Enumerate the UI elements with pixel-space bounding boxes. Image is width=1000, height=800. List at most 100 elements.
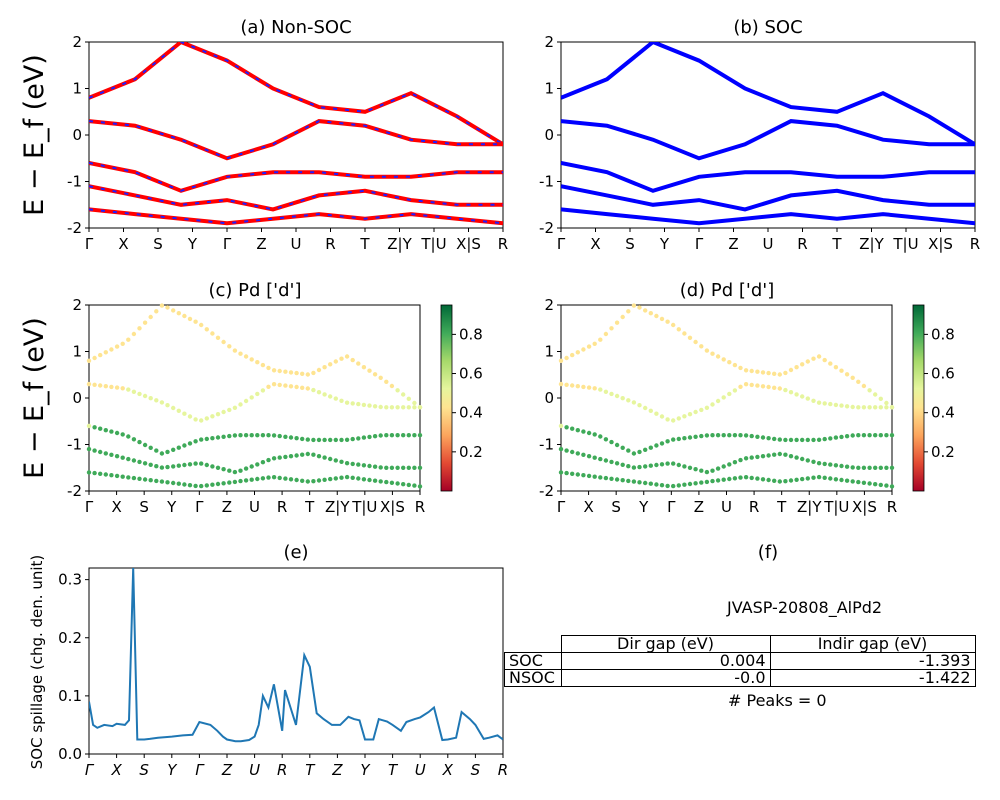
panel-c-xtick-label: T: [304, 498, 315, 516]
projected-point: [704, 348, 710, 353]
projected-point: [648, 445, 653, 450]
projected-point: [339, 356, 344, 361]
projected-point: [204, 416, 209, 421]
projected-point: [816, 400, 822, 405]
projected-point: [878, 465, 883, 470]
projected-point: [581, 473, 586, 478]
projected-point: [783, 479, 788, 484]
projected-point: [389, 405, 395, 410]
projected-point: [339, 437, 344, 443]
projected-point: [570, 426, 575, 431]
projected-point: [98, 449, 103, 455]
projected-point: [114, 430, 120, 436]
panel-d-xtick-label: R: [887, 498, 897, 516]
projected-point: [109, 429, 114, 434]
panel-a-xtick-label: Z: [256, 235, 266, 253]
projected-point: [305, 451, 310, 457]
projected-point: [344, 354, 350, 359]
projected-point: [856, 379, 861, 384]
colorbar-tick-label: 0.8: [931, 325, 955, 343]
projected-point: [699, 468, 704, 473]
projected-point: [844, 372, 850, 377]
band-ylabel-top: E − E_f (eV): [19, 54, 50, 216]
projected-point: [232, 433, 238, 438]
projected-point: [738, 457, 743, 463]
projected-point: [626, 478, 631, 484]
panel-d-xtick-label: R: [749, 498, 759, 516]
projected-point: [715, 478, 721, 483]
projected-point: [283, 476, 288, 481]
projected-point: [788, 478, 794, 483]
projected-point: [344, 437, 350, 442]
panel-d-xtick-label: S: [611, 498, 621, 516]
nonsoc-band-dash: [89, 120, 503, 160]
projected-point: [92, 355, 97, 361]
projected-point: [884, 405, 889, 410]
projected-point: [603, 389, 609, 394]
projected-point: [389, 433, 395, 438]
projected-point: [86, 470, 92, 475]
projected-point: [743, 382, 749, 387]
projected-point: [109, 452, 114, 457]
axes-a: [88, 41, 504, 229]
projected-point: [328, 456, 333, 462]
projected-point: [710, 351, 715, 356]
projected-point: [693, 467, 698, 472]
projected-point: [176, 311, 181, 316]
projected-point: [232, 469, 238, 475]
projected-point: [884, 465, 889, 470]
projected-point: [794, 455, 799, 460]
projected-point: [199, 483, 204, 489]
projected-point: [300, 452, 305, 457]
projected-point: [873, 465, 878, 470]
projected-point: [255, 433, 260, 438]
projected-point: [328, 437, 333, 443]
projected-point: [721, 477, 726, 482]
panel-b-xtick-label: R: [970, 235, 980, 253]
projected-point: [356, 462, 361, 467]
panel-a-xtick-label: Γ: [223, 235, 232, 253]
projected-point: [159, 451, 165, 456]
projected-point: [715, 354, 721, 359]
projected-point: [182, 482, 187, 487]
projected-point: [732, 388, 738, 393]
panel-c-xtick-label: U: [249, 498, 260, 516]
axes-b: [560, 41, 976, 229]
projected-point: [249, 477, 254, 482]
projected-point: [783, 437, 788, 443]
projected-point: [221, 481, 226, 486]
projected-point: [401, 482, 406, 487]
projected-point: [103, 451, 109, 456]
projected-point: [417, 405, 423, 410]
projected-point: [766, 384, 771, 390]
projected-point: [643, 308, 648, 313]
projected-point: [204, 436, 209, 442]
projected-point: [755, 454, 760, 460]
projected-point: [598, 337, 603, 342]
panel-c-xtick-label: Γ: [195, 498, 204, 516]
panel-b-xtick-label: Z: [728, 235, 738, 253]
projected-point: [361, 402, 367, 408]
projected-point: [575, 384, 580, 389]
projected-point: [199, 322, 204, 328]
projected-point: [114, 473, 120, 479]
row-label-nsoc: NSOC: [504, 669, 562, 687]
projected-point: [120, 474, 125, 479]
projected-point: [654, 443, 659, 448]
projected-point: [159, 303, 165, 308]
projected-point: [643, 447, 648, 452]
projected-point: [699, 480, 704, 485]
projected-point: [361, 463, 367, 468]
projected-point: [154, 464, 159, 469]
projected-point: [755, 369, 760, 374]
projected-point: [671, 322, 676, 328]
panel-b-xtick-label: X: [590, 235, 600, 253]
projected-point: [676, 436, 681, 442]
projected-point: [676, 327, 681, 332]
projected-point: [699, 344, 704, 349]
panel-d-ytick-label: 2: [544, 296, 554, 314]
panel-d-xtick-label: T|U: [823, 498, 849, 516]
projected-point: [861, 465, 867, 470]
projected-point: [704, 479, 710, 485]
projected-point: [575, 472, 580, 477]
